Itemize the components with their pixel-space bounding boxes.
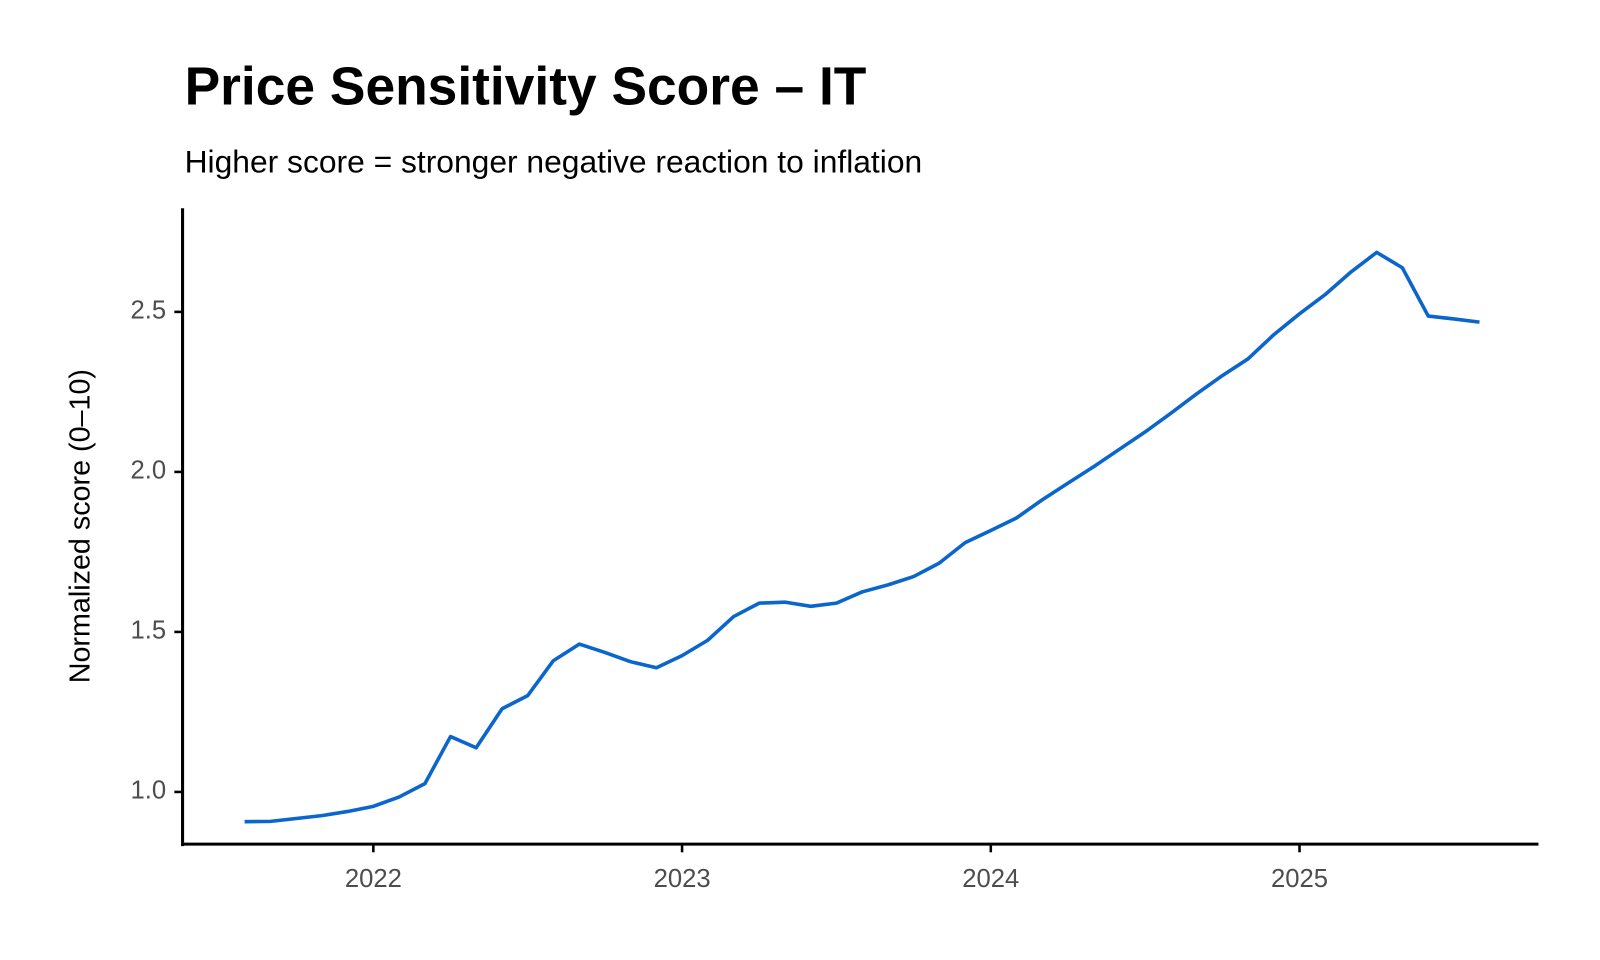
chart-title: Price Sensitivity Score – IT: [185, 57, 867, 116]
chart-subtitle: Higher score = stronger negative reactio…: [185, 143, 923, 179]
x-tick-label: 2022: [345, 865, 402, 893]
y-tick-label: 1.5: [131, 617, 167, 645]
y-tick-label: 2.0: [131, 457, 167, 485]
x-tick-label: 2024: [962, 865, 1019, 893]
y-tick-label: 2.5: [131, 297, 167, 325]
y-axis-label: Normalized score (0–10): [65, 369, 97, 683]
y-tick-label: 1.0: [131, 777, 167, 805]
x-tick-label: 2023: [654, 865, 711, 893]
x-tick-label: 2025: [1271, 865, 1328, 893]
data-line: [244, 250, 1480, 824]
